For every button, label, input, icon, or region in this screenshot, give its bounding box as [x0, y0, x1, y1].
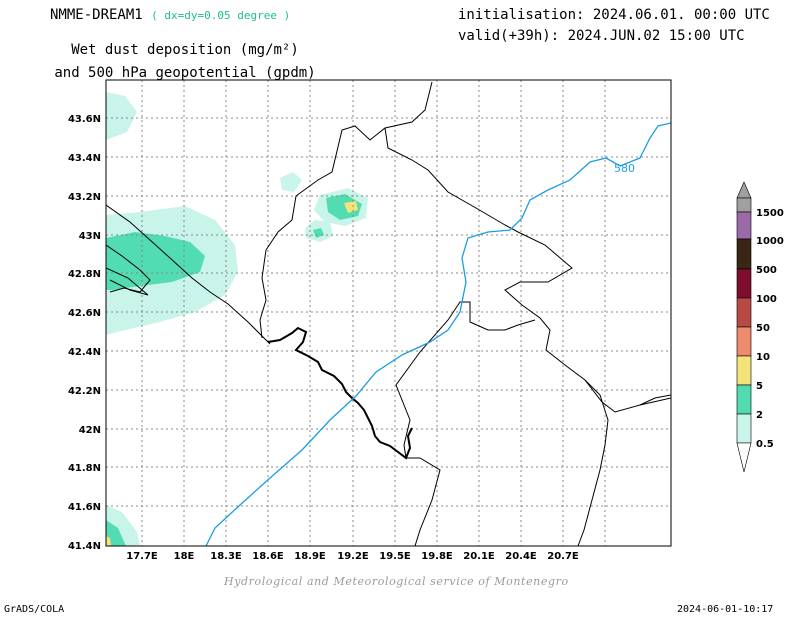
init-time: initialisation: 2024.06.01. 00:00 UTC [458, 7, 770, 23]
lat-label: 42N [79, 425, 101, 436]
graticule [106, 80, 671, 546]
grid-info: ( dx=dy=0.05 degree ) [151, 9, 291, 22]
legend-label: 1500 [756, 208, 784, 219]
lon-label: 20.4E [505, 551, 537, 562]
lon-label: 18E [174, 551, 195, 562]
border-mne-srb [384, 127, 671, 413]
map-frame [105, 79, 672, 547]
lat-label: 43.2N [68, 192, 101, 203]
legend-swatch [736, 238, 752, 270]
lon-label: 19.8E [421, 551, 453, 562]
legend-swatch [736, 384, 752, 415]
legend-colorbar [736, 181, 752, 473]
lat-label: 42.4N [68, 347, 101, 358]
border-mne-alb [395, 301, 536, 459]
dust-area-center-high [344, 201, 358, 213]
coast-south [406, 457, 441, 546]
legend-swatch [736, 326, 752, 357]
legend-label: 10 [756, 352, 770, 363]
legend-swatch [736, 297, 752, 328]
border-east [639, 394, 671, 406]
dust-area-nw-light [106, 92, 137, 140]
model-title: NMME-DREAM1 ( dx=dy=0.05 degree ) [50, 7, 290, 23]
lon-label: 18.9E [294, 551, 326, 562]
coast-west-island2 [106, 267, 149, 296]
lat-label: 43N [79, 231, 101, 242]
valid-time: valid(+39h): 2024.JUN.02 15:00 UTC [458, 28, 745, 44]
legend-label: 5 [756, 381, 763, 392]
dust-area-west-medium [106, 232, 205, 290]
product-title-line2: and 500 hPa geopotential (gpdm) [54, 65, 316, 81]
latitude-labels: 43.6N 43.4N 43.2N 43N 42.8N 42.6N 42.4N … [68, 114, 101, 552]
dust-deposition-fields [106, 92, 368, 546]
lat-label: 42.6N [68, 308, 101, 319]
legend-swatch [736, 268, 752, 299]
legend-swatch [736, 211, 752, 240]
lon-label: 19.5E [379, 551, 411, 562]
lon-label: 18.6E [252, 551, 284, 562]
legend-label: 2 [756, 410, 763, 421]
grads-label: GrADS/COLA [4, 604, 65, 615]
borders-and-coast [106, 81, 671, 546]
lat-label: 43.4N [68, 153, 101, 164]
lat-label: 41.4N [68, 541, 101, 552]
legend-swatch [736, 355, 752, 386]
coast-west-islands [106, 244, 151, 293]
lat-label: 41.8N [68, 463, 101, 474]
border-alb-mkd [577, 379, 609, 546]
legend-labels: 1500 1000 500 100 50 10 5 2 0.5 [756, 208, 784, 450]
border-west [106, 204, 271, 345]
lon-label: 19.2E [337, 551, 369, 562]
contour-label-580: 580 [614, 162, 635, 175]
lat-label: 42.8N [68, 269, 101, 280]
longitude-labels: 17.7E 18E 18.3E 18.6E 18.9E 19.2E 19.5E … [126, 551, 579, 562]
legend-label: 1000 [756, 236, 784, 247]
border-bih-mne [259, 81, 433, 339]
legend-label: 0.5 [756, 439, 774, 450]
credit-text: Hydrological and Meteorological service … [224, 575, 569, 588]
product-title-line1: Wet dust deposition (mg/m²) [71, 42, 299, 58]
lat-label: 42.2N [68, 386, 101, 397]
lon-label: 20.1E [463, 551, 495, 562]
coastline [267, 326, 413, 460]
dust-area-center-light3 [280, 172, 302, 192]
dust-area-sw-medium [106, 520, 126, 546]
legend-arrow-top [736, 181, 752, 199]
legend-label: 50 [756, 323, 770, 334]
timestamp: 2024-06-01-10:17 [677, 604, 774, 615]
legend-label: 500 [756, 265, 777, 276]
lon-label: 17.7E [126, 551, 158, 562]
legend-swatch [736, 413, 752, 444]
dust-area-sw-high [106, 536, 111, 546]
geopotential-contour-580 [205, 122, 671, 546]
lat-label: 43.6N [68, 114, 101, 125]
lat-label: 41.6N [68, 502, 101, 513]
legend-label: 100 [756, 294, 777, 305]
legend-swatch [736, 197, 752, 213]
lon-label: 20.7E [547, 551, 579, 562]
model-name: NMME-DREAM1 [50, 7, 143, 23]
lon-label: 18.3E [210, 551, 242, 562]
legend-arrow-bottom [736, 442, 752, 473]
